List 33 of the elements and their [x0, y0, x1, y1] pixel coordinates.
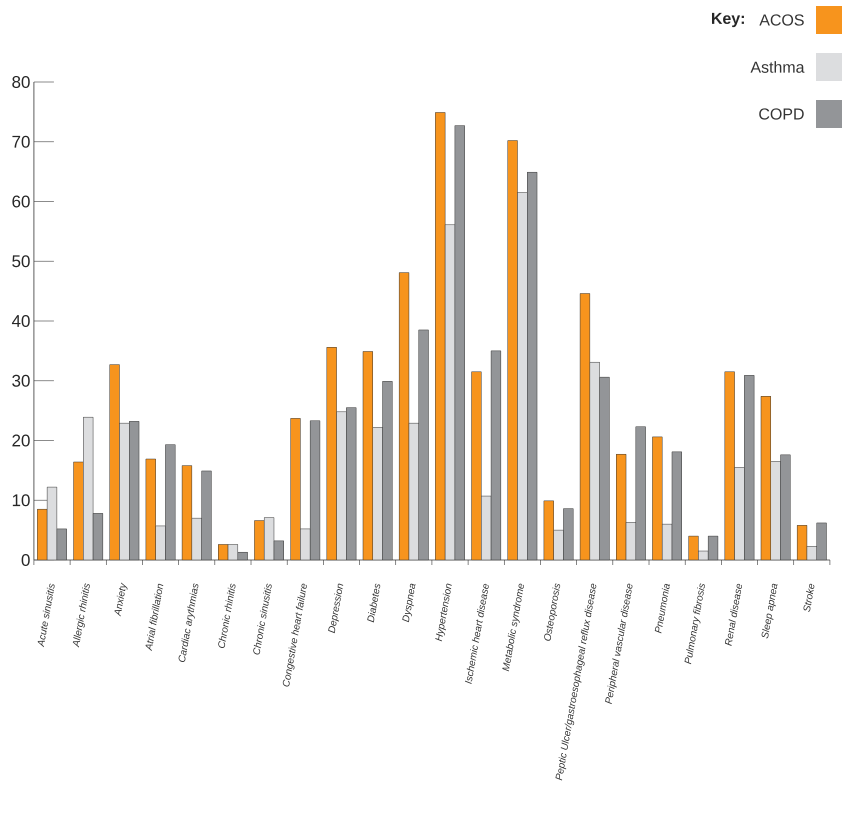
x-tick-label: Depression: [328, 584, 344, 634]
x-tick-label: Metabolic syndrome: [502, 584, 524, 672]
x-tick-label: Chronic sinusitis: [253, 584, 272, 655]
x-tick-label: Pneumonia: [654, 584, 670, 634]
x-tick-label: Cardiac arythmias: [178, 583, 198, 662]
y-tick-label: 30: [12, 374, 30, 387]
y-tick-label: 70: [12, 136, 30, 148]
y-tick-label: 80: [12, 76, 30, 88]
legend-label: COPD: [759, 108, 804, 120]
x-tick-label: Stroke: [803, 584, 814, 612]
x-tick-label: Atrial fibrillation: [146, 584, 164, 652]
x-tick-label: Allergic rhinitis: [72, 583, 90, 648]
x-tick-label: Anxiety: [114, 582, 128, 617]
x-tick-label: Congestive heart failure: [282, 584, 307, 687]
x-tick-label: Ischemic heart disease: [464, 584, 489, 684]
x-tick-label: Chronic rhinitis: [218, 584, 236, 648]
x-tick-label: Peripheral vascular disease: [605, 584, 632, 704]
y-tick-label: 40: [12, 314, 30, 327]
y-tick-label: 60: [12, 195, 30, 208]
y-tick-label: 0: [22, 554, 30, 566]
legend-label: ACOS: [759, 14, 804, 26]
legend-label: Asthma: [750, 61, 804, 73]
y-tick-label: 20: [12, 434, 30, 446]
x-tick-label: Dyspnea: [402, 584, 416, 622]
x-tick-label: Sleep apnea: [762, 584, 778, 638]
x-tick-label: Diabetes: [367, 584, 380, 622]
x-tick-label: Pulmonary fibrosis: [684, 583, 705, 664]
y-tick-label: 10: [12, 494, 30, 506]
legend-title: Key:: [712, 12, 744, 28]
x-tick-label: Osteoporosis: [544, 583, 560, 641]
x-tick-label: Acute sinusitis: [38, 584, 55, 648]
x-tick-label: Renal disease: [724, 584, 742, 646]
y-tick-label: 50: [12, 255, 30, 268]
